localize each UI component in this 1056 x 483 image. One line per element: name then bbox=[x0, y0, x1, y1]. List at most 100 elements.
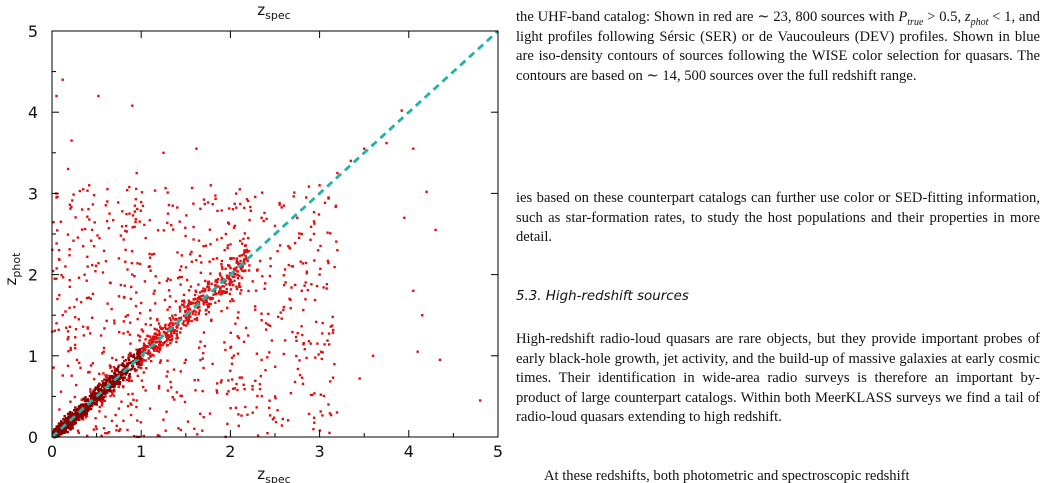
scatter-point bbox=[309, 238, 312, 241]
scatter-point bbox=[86, 327, 89, 330]
scatter-point bbox=[229, 369, 232, 372]
scatter-point bbox=[141, 357, 144, 360]
scatter-point bbox=[164, 429, 167, 432]
scatter-point bbox=[74, 406, 77, 409]
scatter-point bbox=[264, 282, 267, 285]
scatter-point bbox=[212, 257, 215, 261]
scatter-point bbox=[101, 384, 104, 387]
scatter-point bbox=[193, 427, 196, 430]
scatter-point bbox=[175, 330, 179, 333]
scatter-point bbox=[182, 314, 186, 317]
scatter-point bbox=[333, 265, 336, 269]
scatter-point bbox=[219, 274, 222, 277]
scatter-point bbox=[249, 205, 252, 209]
scatter-point bbox=[227, 264, 230, 267]
scatter-point bbox=[109, 281, 112, 285]
scatter-point bbox=[94, 270, 97, 273]
scatter-point bbox=[88, 370, 91, 374]
scatter-point bbox=[89, 364, 93, 367]
scatter-point bbox=[91, 316, 94, 319]
scatter-point bbox=[69, 400, 72, 403]
scatter-point bbox=[206, 282, 210, 285]
scatter-point bbox=[127, 354, 130, 357]
scatter-point bbox=[186, 420, 190, 423]
scatter-point bbox=[323, 201, 327, 204]
scatter-point bbox=[68, 306, 71, 309]
scatter-point bbox=[131, 364, 134, 367]
scatter-point bbox=[202, 294, 205, 297]
scatter-point bbox=[222, 285, 225, 288]
scatter-point bbox=[114, 374, 117, 377]
scatter-point bbox=[102, 372, 105, 375]
scatter-point bbox=[233, 387, 237, 390]
scatter-point bbox=[154, 275, 157, 278]
scatter-point bbox=[221, 292, 224, 295]
scatter-point bbox=[214, 293, 217, 296]
scatter-point bbox=[55, 242, 58, 245]
scatter-point bbox=[158, 434, 161, 438]
scatter-point bbox=[57, 430, 60, 433]
scatter-point bbox=[238, 284, 241, 287]
scatter-point bbox=[251, 388, 254, 391]
scatter-point bbox=[74, 316, 77, 319]
scatter-point bbox=[234, 406, 238, 409]
scatter-point bbox=[167, 289, 171, 292]
scatter-point bbox=[247, 236, 250, 240]
scatter-point bbox=[230, 281, 233, 284]
scatter-point bbox=[130, 285, 133, 289]
scatter-point bbox=[292, 195, 295, 198]
scatter-point bbox=[64, 416, 68, 420]
scatter-point bbox=[90, 239, 93, 242]
scatter-point bbox=[88, 184, 91, 187]
scatter-point bbox=[260, 395, 264, 398]
scatter-point bbox=[310, 283, 313, 286]
scatter-point bbox=[195, 318, 199, 321]
scatter-point bbox=[127, 379, 131, 383]
scatter-point bbox=[105, 375, 108, 379]
scatter-point bbox=[68, 413, 72, 416]
scatter-point bbox=[172, 323, 175, 326]
scatter-point bbox=[156, 345, 159, 349]
scatter-point bbox=[170, 339, 173, 342]
scatter-point bbox=[157, 329, 161, 333]
scatter-point bbox=[157, 387, 161, 390]
scatter-point bbox=[193, 297, 196, 301]
scatter-point bbox=[196, 299, 199, 302]
scatter-point bbox=[107, 227, 111, 230]
scatter-point bbox=[298, 373, 302, 377]
scatter-point bbox=[83, 413, 86, 417]
scatter-point bbox=[182, 320, 186, 323]
body-paragraph-cut: At these redshifts, both photometric and… bbox=[544, 468, 910, 483]
scatter-point bbox=[136, 352, 139, 355]
scatter-point bbox=[297, 236, 301, 239]
scatter-point bbox=[230, 257, 233, 261]
scatter-point bbox=[130, 367, 133, 370]
scatter-point bbox=[134, 198, 137, 201]
scatter-point bbox=[70, 374, 73, 377]
scatter-point bbox=[92, 401, 95, 405]
scatter-point bbox=[318, 184, 321, 187]
scatter-point bbox=[268, 399, 271, 402]
scatter-point bbox=[72, 193, 75, 196]
scatter-point bbox=[159, 359, 162, 362]
scatter-point bbox=[155, 349, 159, 352]
scatter-point bbox=[229, 243, 232, 246]
scatter-point bbox=[172, 329, 175, 332]
scatter-point bbox=[71, 425, 74, 428]
scatter-point bbox=[320, 357, 323, 361]
scatter-point bbox=[217, 285, 220, 288]
scatter-point bbox=[66, 338, 69, 341]
scatter-point bbox=[151, 335, 155, 338]
scatter-point bbox=[263, 287, 266, 290]
scatter-point bbox=[421, 314, 424, 317]
scatter-point bbox=[232, 272, 236, 275]
scatter-point bbox=[208, 260, 211, 263]
scatter-point bbox=[304, 298, 307, 301]
scatter-point bbox=[139, 335, 142, 338]
scatter-point bbox=[305, 356, 308, 360]
scatter-point bbox=[305, 272, 308, 275]
scatter-point bbox=[235, 257, 239, 260]
scatter-point bbox=[103, 388, 106, 391]
scatter-point bbox=[79, 301, 83, 304]
scatter-point bbox=[96, 386, 99, 389]
